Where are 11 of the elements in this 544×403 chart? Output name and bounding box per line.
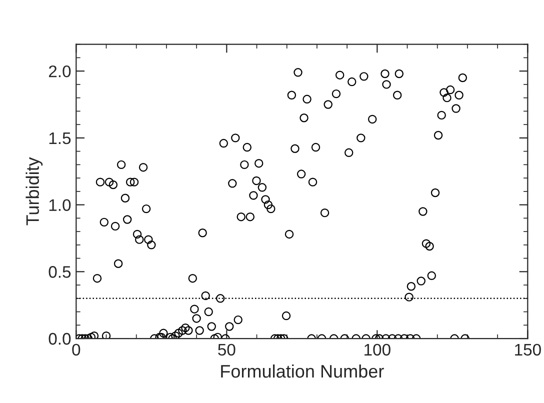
x-axis-title: Formulation Number (221, 364, 384, 378)
y-tick-label: 2.0 (48, 65, 71, 78)
y-axis-title: Turbidity (26, 157, 43, 226)
x-tick-label: 100 (364, 344, 390, 356)
y-tick-label: 1.5 (49, 132, 71, 144)
x-tick-label: 0 (72, 344, 80, 356)
x-tick-label: 150 (515, 344, 541, 356)
y-tick-label: 1.0 (49, 199, 71, 211)
y-tick-label: 0.0 (48, 332, 71, 345)
y-tick-label: 0.5 (48, 266, 71, 278)
x-tick-label: 50 (218, 344, 236, 356)
